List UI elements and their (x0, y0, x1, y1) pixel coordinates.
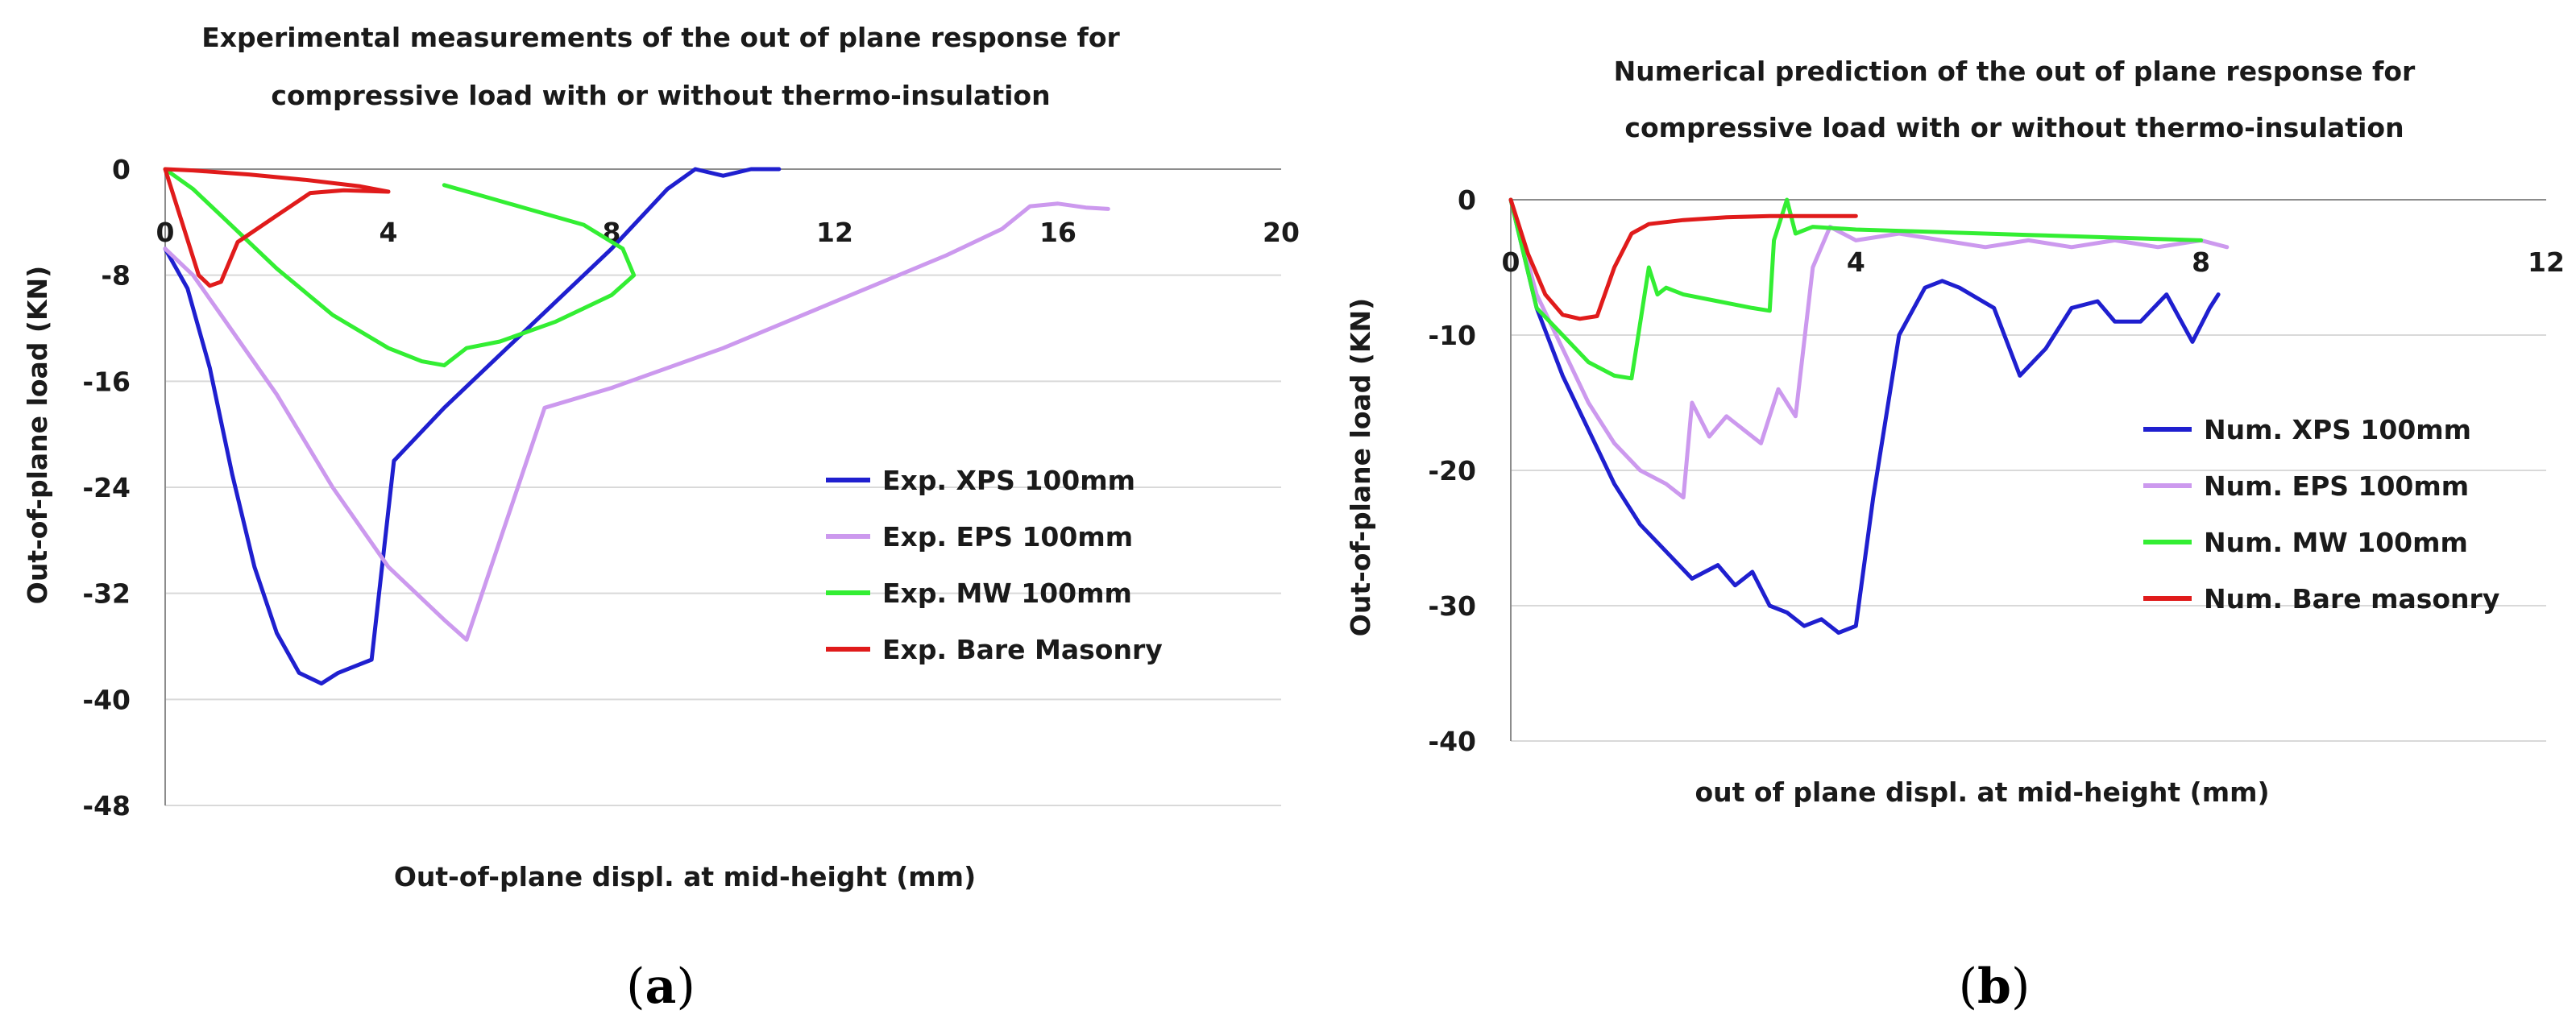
chart-a-y-tick-0: 0 (112, 154, 131, 185)
chart-a-y-axis-title: Out-of-plane load (KN) (22, 266, 53, 604)
chart-a-x-tick-4: 16 (1039, 217, 1076, 248)
chart-b-x-tick-1: 4 (1847, 246, 1865, 278)
legend-b-label-mw: Num. MW 100mm (2204, 527, 2468, 558)
chart-a-y-tick-6: -48 (82, 790, 131, 822)
panel-label-a: (a) (626, 958, 695, 1015)
chart-b-x-tick-3: 12 (2528, 246, 2565, 278)
chart-a-y-tick-2: -16 (82, 366, 131, 397)
chart-a: Experimental measurements of the out of … (22, 22, 1300, 1015)
chart-b-gridlines (1510, 199, 2546, 742)
chart-a-series-exp-xps-100mm (163, 167, 782, 686)
chart-a-x-tick-1: 4 (380, 217, 398, 248)
chart-a-title-line-1: Experimental measurements of the out of … (201, 22, 1120, 53)
chart-b-legend: Num. XPS 100mm Num. EPS 100mm Num. MW 10… (2143, 414, 2499, 615)
chart-b-x-axis-title: out of plane displ. at mid-height (mm) (1695, 776, 2269, 808)
chart-a-x-tick-3: 12 (816, 217, 853, 248)
chart-a-x-tick-0: 0 (156, 217, 175, 248)
chart-b: Numerical prediction of the out of plane… (1345, 56, 2565, 1015)
chart-a-legend: Exp. XPS 100mm Exp. EPS 100mm Exp. MW 10… (826, 465, 1163, 665)
chart-a-series (163, 167, 1110, 686)
chart-a-y-tick-4: -32 (82, 578, 131, 610)
legend-a-label-mw: Exp. MW 100mm (882, 578, 1132, 609)
chart-b-series (1508, 197, 2230, 635)
chart-a-series-exp-eps-100mm (163, 201, 1110, 642)
chart-a-x-tick-5: 20 (1263, 217, 1300, 248)
chart-b-title-line-2: compressive load with or without thermo-… (1624, 112, 2404, 143)
chart-a-x-tick-labels: 0 4 8 12 16 20 (156, 217, 1300, 248)
chart-a-x-axis-title: Out-of-plane displ. at mid-height (mm) (394, 861, 976, 892)
chart-b-y-tick-3: -30 (1428, 590, 1476, 622)
legend-b-label-bare: Num. Bare masonry (2204, 583, 2499, 615)
chart-b-title-line-1: Numerical prediction of the out of plane… (1614, 56, 2416, 87)
chart-b-series-num-xps-100mm (1508, 197, 2221, 635)
chart-b-y-tick-labels: 0 -10 -20 -30 -40 (1428, 184, 1476, 757)
chart-a-series-exp-bare-masonry (163, 167, 391, 288)
legend-a-label-bare: Exp. Bare Masonry (882, 634, 1163, 665)
chart-b-y-tick-1: -10 (1428, 320, 1476, 351)
chart-b-series-num-eps-100mm (1508, 197, 2230, 500)
chart-a-gridlines (164, 168, 1281, 806)
chart-b-x-tick-labels: 0 4 8 12 (1502, 246, 2565, 278)
chart-b-y-axis-title: Out-of-plane load (KN) (1345, 298, 1376, 636)
chart-a-y-tick-1: -8 (101, 260, 131, 292)
chart-b-y-tick-2: -20 (1428, 455, 1476, 486)
chart-a-y-tick-5: -40 (82, 684, 131, 715)
legend-a-label-eps: Exp. EPS 100mm (882, 521, 1133, 553)
chart-a-title-line-2: compressive load with or without thermo-… (271, 80, 1050, 111)
chart-b-series-num-bare-masonry (1508, 197, 1858, 321)
chart-b-y-tick-0: 0 (1458, 184, 1476, 216)
chart-b-series-num-mw-100mm (1508, 197, 2204, 381)
chart-a-y-tick-labels: 0 -8 -16 -24 -32 -40 -48 (82, 154, 131, 822)
panel-label-b: (b) (1959, 958, 2031, 1015)
chart-a-y-tick-3: -24 (82, 472, 131, 503)
legend-b-label-xps: Num. XPS 100mm (2204, 414, 2471, 445)
legend-a-label-xps: Exp. XPS 100mm (882, 465, 1135, 496)
chart-b-y-tick-4: -40 (1428, 726, 1476, 757)
chart-b-x-tick-2: 8 (2192, 246, 2210, 278)
legend-b-label-eps: Num. EPS 100mm (2204, 470, 2469, 502)
chart-b-x-tick-0: 0 (1502, 246, 1520, 278)
chart-a-series-exp-mw-100mm (163, 167, 637, 368)
